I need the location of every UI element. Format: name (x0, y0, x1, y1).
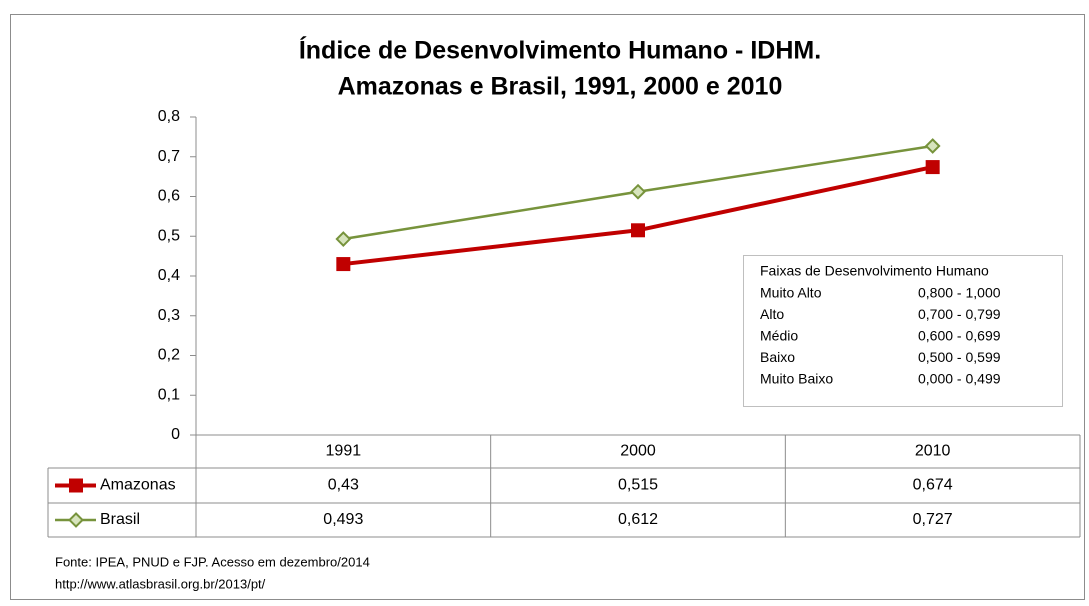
chart-subtitle: Amazonas e Brasil, 1991, 2000 e 2010 (338, 73, 783, 101)
band-cell: 0,000 - 0,499 (918, 371, 1001, 387)
table-value: 0,674 (913, 477, 953, 494)
band-box (743, 255, 1063, 407)
table-value: 0,727 (913, 511, 953, 528)
y-tick-label: 0,8 (158, 108, 180, 125)
band-cell: 0,500 - 0,599 (918, 349, 1001, 365)
y-tick-label: 0,1 (158, 386, 180, 403)
legend-marker (69, 478, 83, 493)
band-cell: Médio (760, 328, 798, 344)
chart-title: Índice de Desenvolvimento Humano - IDHM. (299, 36, 821, 65)
table-value: 0,612 (618, 511, 658, 528)
source: Fonte: IPEA, PNUD e FJP. Acesso em dezem… (55, 554, 370, 569)
marker (630, 183, 646, 200)
marker (631, 223, 645, 238)
y-tick-label: 0,7 (158, 148, 180, 165)
band-cell: Alto (760, 306, 784, 322)
y-tick-label: 0 (171, 426, 180, 443)
marker (335, 231, 352, 247)
y-tick-label: 0,6 (158, 188, 180, 205)
y-tick-label: 0,3 (158, 307, 180, 324)
band-cell: 0,800 - 1,000 (918, 285, 1001, 301)
marker (925, 160, 940, 175)
legend-marker (68, 512, 84, 528)
x-tick-label: 1991 (326, 443, 362, 460)
y-tick-label: 0,5 (158, 227, 180, 244)
legend-label: Brasil (100, 511, 140, 528)
marker (336, 257, 351, 272)
band-cell: Muito Baixo (760, 371, 833, 387)
legend-label: Amazonas (100, 477, 176, 494)
table-value: 0,493 (323, 511, 363, 528)
y-tick-label: 0,2 (158, 347, 180, 364)
x-tick-label: 2000 (620, 443, 656, 460)
band-box-title: Faixas de Desenvolvimento Humano (760, 263, 989, 279)
x-tick-label: 2010 (915, 443, 951, 460)
band-cell: Muito Alto (760, 285, 822, 301)
y-tick-label: 0,4 (158, 267, 180, 284)
marker (924, 138, 941, 154)
source-url: http://www.atlasbrasil.org.br/2013/pt/ (55, 576, 266, 591)
band-cell: 0,700 - 0,799 (918, 306, 1001, 322)
table-value: 0,515 (618, 477, 658, 494)
band-cell: Baixo (760, 349, 795, 365)
table-value: 0,43 (328, 477, 359, 494)
band-cell: 0,600 - 0,699 (918, 328, 1001, 344)
